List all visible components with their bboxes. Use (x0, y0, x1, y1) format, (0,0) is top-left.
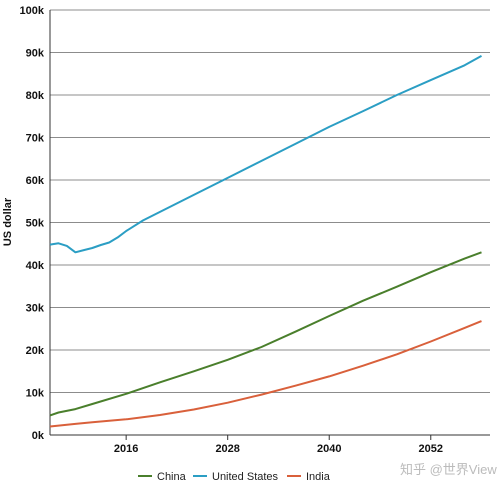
y-tick-label: 80k (26, 90, 45, 102)
series-line-india (49, 320, 482, 428)
x-tick-label: 2016 (114, 443, 138, 455)
x-tick-label: 2028 (215, 443, 239, 455)
y-tick-label: 50k (26, 218, 45, 230)
y-tick-label: 40k (26, 260, 45, 272)
legend-item-india: India (287, 471, 331, 483)
x-axis-ticks: 2016 2028 2040 2052 (114, 435, 443, 455)
y-tick-label: 60k (26, 175, 45, 187)
y-tick-label: 30k (26, 303, 45, 315)
y-tick-label: 100k (20, 5, 45, 17)
grid-lines (50, 9, 490, 393)
y-axis-label: US dollar (2, 197, 14, 246)
series-line-china (49, 251, 482, 417)
y-tick-label: 70k (26, 133, 45, 145)
watermark: 知乎 @世界View (400, 462, 497, 477)
legend-label: India (306, 471, 331, 483)
legend-item-china: China (138, 471, 187, 483)
series-line-united-states (49, 55, 482, 254)
legend-label: United States (212, 471, 279, 483)
x-tick-label: 2040 (317, 443, 341, 455)
y-tick-label: 0k (32, 430, 45, 442)
y-tick-label: 90k (26, 48, 45, 60)
y-tick-label: 20k (26, 345, 45, 357)
axes (49, 10, 490, 436)
y-tick-label: 10k (26, 388, 45, 400)
legend: China United States India (138, 471, 331, 483)
x-tick-label: 2052 (419, 443, 443, 455)
series-lines (49, 55, 482, 428)
legend-item-united-states: United States (193, 471, 279, 483)
legend-label: China (157, 471, 187, 483)
y-axis-ticks: 0k 10k 20k 30k 40k 50k 60k 70k 80k 90k 100k (20, 5, 45, 442)
